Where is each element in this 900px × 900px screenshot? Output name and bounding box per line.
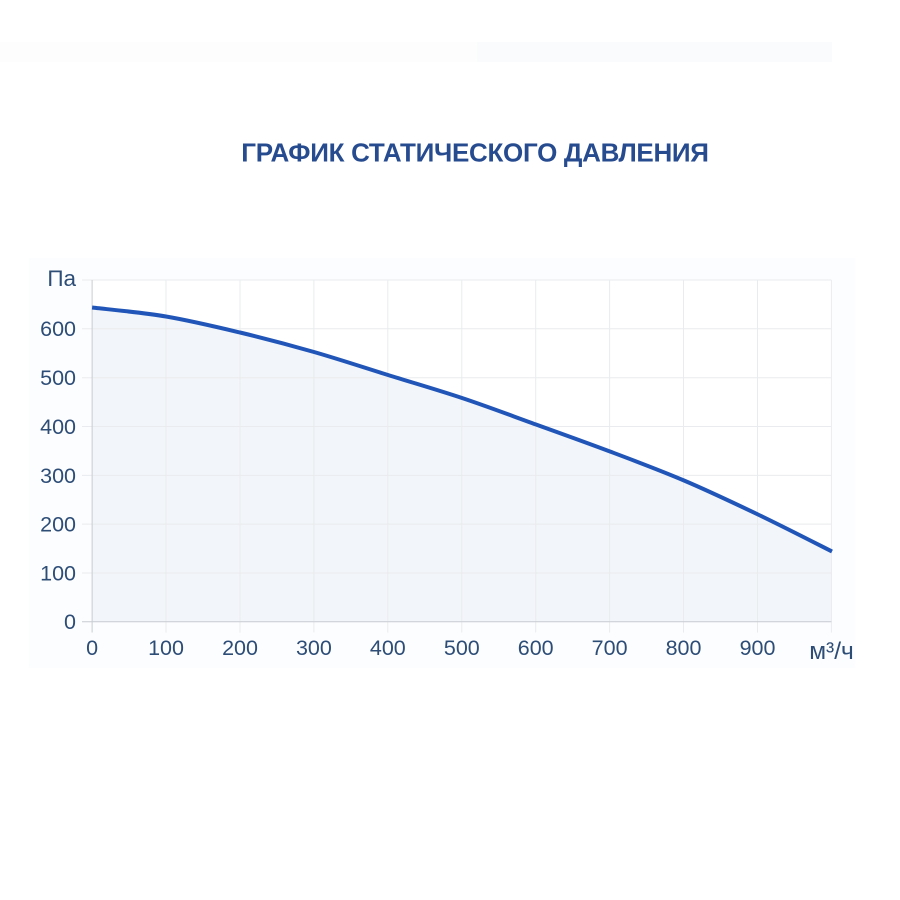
svg-text:600: 600	[518, 636, 554, 660]
svg-text:600: 600	[40, 317, 76, 341]
svg-text:500: 500	[444, 636, 480, 660]
svg-text:м³/ч: м³/ч	[809, 638, 854, 665]
svg-text:0: 0	[86, 636, 98, 660]
svg-text:200: 200	[222, 636, 258, 660]
svg-text:400: 400	[370, 636, 406, 660]
svg-text:200: 200	[40, 513, 76, 537]
svg-text:900: 900	[740, 636, 776, 660]
svg-text:100: 100	[148, 636, 184, 660]
svg-text:Па: Па	[47, 266, 76, 291]
svg-text:400: 400	[40, 415, 76, 439]
svg-text:0: 0	[64, 610, 76, 634]
svg-text:100: 100	[40, 561, 76, 585]
svg-text:300: 300	[296, 636, 332, 660]
svg-text:700: 700	[592, 636, 628, 660]
svg-text:500: 500	[40, 366, 76, 390]
svg-text:ГРАФИК СТАТИЧЕСКОГО ДАВЛЕНИЯ: ГРАФИК СТАТИЧЕСКОГО ДАВЛЕНИЯ	[241, 138, 708, 168]
svg-text:300: 300	[40, 464, 76, 488]
svg-text:800: 800	[666, 636, 702, 660]
